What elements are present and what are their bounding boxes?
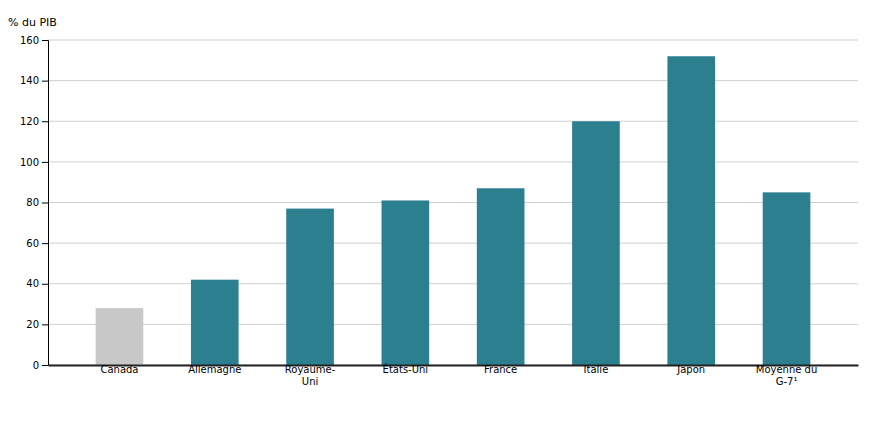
x-tick-label-line: États-Uni — [383, 363, 429, 375]
x-tick-label-line: Italie — [584, 364, 609, 375]
grid-line — [48, 365, 858, 366]
grid-line — [48, 40, 858, 41]
x-tick: Canada — [100, 364, 138, 375]
bar — [191, 280, 239, 365]
y-tick-label: 40 — [26, 278, 39, 289]
y-tick: 140 — [20, 75, 48, 86]
x-tick: Moyenne duG-7¹ — [756, 364, 818, 387]
y-tick: 80 — [26, 197, 48, 208]
y-tick-label: 80 — [26, 197, 39, 208]
grid-line — [48, 283, 858, 284]
y-tick-mark — [42, 162, 48, 163]
bar — [763, 192, 811, 365]
y-tick-mark — [42, 121, 48, 122]
chart-svg: 0 20 40 60 80 100 120 140 160 Canada Allemagne Roya… — [0, 0, 878, 421]
y-axis-line — [42, 41, 49, 366]
y-tick-mark — [42, 324, 48, 325]
x-tick-label-line: Canada — [100, 364, 138, 375]
grid-line — [48, 324, 858, 325]
y-tick-label: 60 — [26, 238, 39, 249]
y-tick: 160 — [20, 35, 48, 46]
bar — [382, 200, 430, 365]
grid-line — [48, 80, 858, 81]
x-tick: Italie — [584, 364, 609, 375]
x-tick-label-line: G-7¹ — [776, 376, 798, 387]
x-tick-label-line: Allemagne — [188, 364, 241, 375]
bar — [572, 121, 620, 365]
bar — [667, 56, 715, 365]
x-tick-label-line: France — [484, 364, 517, 375]
x-axis: Canada Allemagne Royaume-Uni États-Uni Franc… — [49, 363, 859, 387]
x-tick-label-line: Japon — [676, 364, 705, 375]
x-tick-label-line: Royaume- — [285, 364, 336, 375]
grid-line — [48, 161, 858, 162]
grid-line — [48, 202, 858, 203]
x-tick-label-line: Moyenne du — [756, 364, 818, 375]
x-tick: États-Uni — [383, 363, 429, 375]
x-tick-label: France — [484, 364, 517, 375]
y-tick-label: 120 — [20, 116, 39, 127]
bar — [286, 209, 334, 365]
x-tick-label: États-Uni — [383, 363, 429, 375]
y-tick-mark — [42, 81, 48, 82]
y-tick-label: 160 — [20, 35, 39, 46]
x-tick-label: Canada — [100, 364, 138, 375]
y-tick-mark — [42, 365, 48, 366]
x-tick-label: Royaume-Uni — [285, 364, 336, 387]
grid — [48, 40, 858, 365]
bar — [96, 308, 144, 365]
y-tick-mark — [42, 40, 48, 41]
y-tick: 60 — [26, 238, 48, 249]
y-tick-label: 140 — [20, 75, 39, 86]
x-tick-label: Allemagne — [188, 364, 241, 375]
y-axis-label: % du PIB — [8, 16, 57, 29]
x-axis-line — [49, 365, 859, 367]
x-tick-label: Moyenne duG-7¹ — [756, 364, 818, 387]
y-tick: 20 — [26, 319, 48, 330]
x-tick-label: Japon — [676, 364, 705, 375]
x-tick: Japon — [676, 364, 705, 375]
x-tick-label: Italie — [584, 364, 609, 375]
bar — [477, 188, 525, 365]
y-tick: 120 — [20, 116, 48, 127]
y-tick-label: 20 — [26, 319, 39, 330]
y-tick: 40 — [26, 278, 48, 289]
x-tick: France — [484, 364, 517, 375]
y-tick: 100 — [20, 157, 48, 168]
bars — [96, 56, 811, 365]
x-tick: Royaume-Uni — [285, 364, 336, 387]
x-tick-label-line: Uni — [302, 376, 318, 387]
plot-area: 0 20 40 60 80 100 120 140 160 Canada Allemagne Roya… — [20, 35, 859, 387]
grid-line — [48, 243, 858, 244]
y-tick-mark — [42, 243, 48, 244]
y-tick: 0 — [33, 360, 48, 371]
y-tick-mark — [42, 284, 48, 285]
y-axis: 0 20 40 60 80 100 120 140 160 — [20, 35, 49, 371]
x-tick: Allemagne — [188, 364, 241, 375]
y-tick-label: 0 — [33, 360, 39, 371]
y-tick-label: 100 — [20, 157, 39, 168]
y-tick-mark — [42, 203, 48, 204]
chart-container: 0 20 40 60 80 100 120 140 160 Canada Allemagne Roya… — [0, 0, 878, 421]
grid-line — [48, 121, 858, 122]
